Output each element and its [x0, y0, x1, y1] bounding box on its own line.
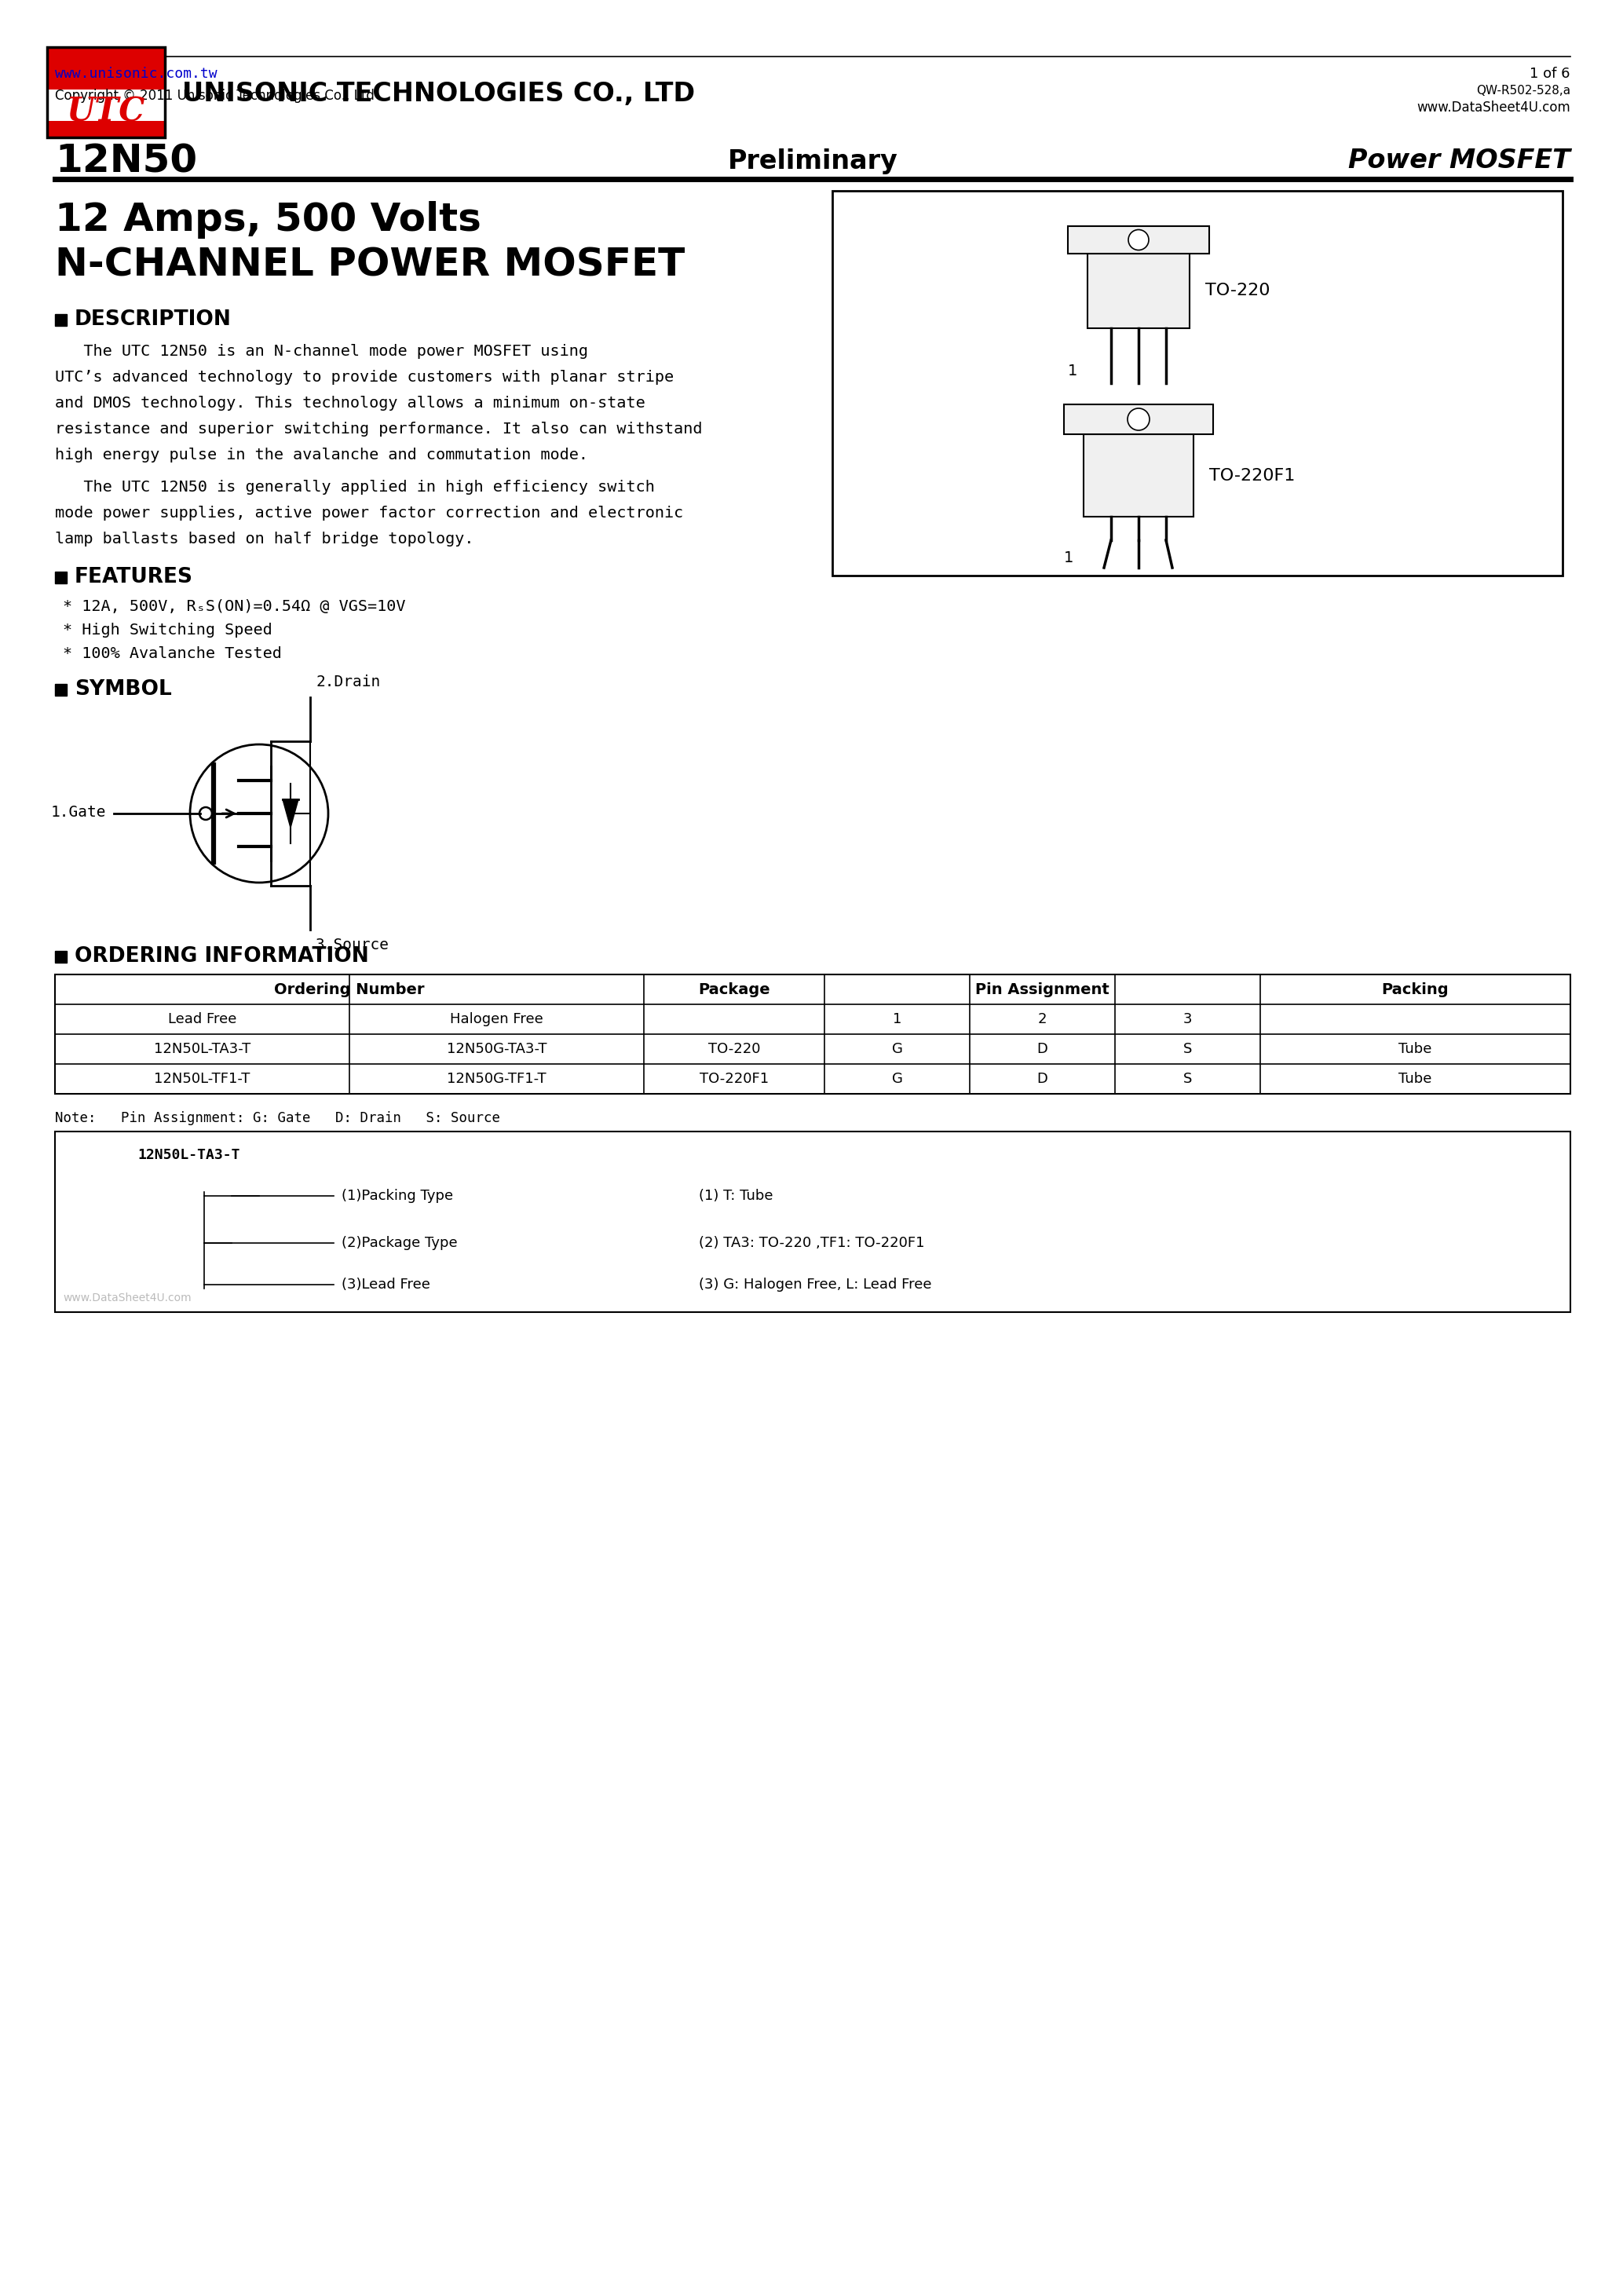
Text: (1)Packing Type: (1)Packing Type [341, 1189, 453, 1203]
Text: TO-220: TO-220 [708, 1042, 760, 1056]
Text: * High Switching Speed: * High Switching Speed [63, 622, 273, 638]
Text: TO-220F1: TO-220F1 [700, 1072, 769, 1086]
Text: TO-220: TO-220 [1206, 282, 1271, 298]
Text: (3)Lead Free: (3)Lead Free [341, 1277, 430, 1293]
Text: UTC: UTC [67, 96, 146, 129]
Text: 12N50: 12N50 [55, 142, 196, 179]
Bar [1065, 404, 1212, 434]
Text: SYMBOL: SYMBOL [75, 680, 172, 700]
Text: (2)Package Type: (2)Package Type [341, 1235, 458, 1249]
Text: 1: 1 [1065, 551, 1074, 565]
Text: FEATURES: FEATURES [75, 567, 193, 588]
Text: (3) G: Halogen Free, L: Lead Free: (3) G: Halogen Free, L: Lead Free [700, 1277, 932, 1293]
Text: Power MOSFET: Power MOSFET [1349, 147, 1571, 174]
Text: 1.Gate: 1.Gate [50, 804, 105, 820]
Text: S: S [1183, 1042, 1191, 1056]
Text: G: G [891, 1072, 902, 1086]
Text: high energy pulse in the avalanche and commutation mode.: high energy pulse in the avalanche and c… [55, 448, 588, 461]
Bar [55, 1132, 1571, 1311]
Text: 1: 1 [1068, 365, 1078, 379]
Text: Tube: Tube [1399, 1042, 1431, 1056]
Text: 1: 1 [893, 1013, 901, 1026]
Text: Preliminary: Preliminary [727, 147, 898, 174]
Text: www.DataSheet4U.com: www.DataSheet4U.com [1417, 101, 1571, 115]
Text: www.DataSheet4U.com: www.DataSheet4U.com [63, 1293, 192, 1304]
Circle shape [1128, 230, 1149, 250]
Text: TO-220F1: TO-220F1 [1209, 468, 1295, 482]
Bar [833, 191, 1563, 576]
Text: 12N50G-TA3-T: 12N50G-TA3-T [446, 1042, 547, 1056]
Text: * 12A, 500V, RₛS(ON)=0.54Ω @ VGS=10V: * 12A, 500V, RₛS(ON)=0.54Ω @ VGS=10V [63, 599, 406, 613]
Bar [55, 315, 67, 326]
Text: mode power supplies, active power factor correction and electronic: mode power supplies, active power factor… [55, 505, 683, 521]
Bar [47, 48, 166, 90]
Bar [1087, 253, 1190, 328]
Text: resistance and superior switching performance. It also can withstand: resistance and superior switching perfor… [55, 422, 703, 436]
Text: 12N50L-TA3-T: 12N50L-TA3-T [154, 1042, 250, 1056]
Bar [47, 48, 166, 138]
Text: Package: Package [698, 983, 771, 996]
Text: Tube: Tube [1399, 1072, 1431, 1086]
Text: 12N50G-TF1-T: 12N50G-TF1-T [446, 1072, 547, 1086]
Text: lamp ballasts based on half bridge topology.: lamp ballasts based on half bridge topol… [55, 533, 474, 546]
Text: DESCRIPTION: DESCRIPTION [75, 310, 232, 331]
Text: D: D [1037, 1042, 1048, 1056]
Text: Lead Free: Lead Free [167, 1013, 237, 1026]
Text: UTC’s advanced technology to provide customers with planar stripe: UTC’s advanced technology to provide cus… [55, 370, 674, 386]
Text: 12N50L-TA3-T: 12N50L-TA3-T [138, 1148, 240, 1162]
Bar [47, 48, 166, 138]
Text: Halogen Free: Halogen Free [450, 1013, 544, 1026]
Circle shape [190, 744, 328, 882]
Text: N-CHANNEL POWER MOSFET: N-CHANNEL POWER MOSFET [55, 246, 685, 285]
Text: 2: 2 [1037, 1013, 1047, 1026]
Text: G: G [891, 1042, 902, 1056]
Bar [55, 572, 67, 583]
Bar [55, 951, 67, 962]
Bar [47, 122, 166, 138]
Polygon shape [282, 799, 299, 827]
Text: D: D [1037, 1072, 1048, 1086]
Text: ORDERING INFORMATION: ORDERING INFORMATION [75, 946, 368, 967]
Text: 3.Source: 3.Source [315, 937, 390, 953]
Bar [55, 684, 67, 696]
Text: (1) T: Tube: (1) T: Tube [700, 1189, 773, 1203]
Text: 2.Drain: 2.Drain [315, 675, 380, 689]
Text: S: S [1183, 1072, 1191, 1086]
Text: Packing: Packing [1381, 983, 1449, 996]
Text: Ordering Number: Ordering Number [274, 983, 425, 996]
Text: Copyright © 2011 Unisonic Technologies Co., Ltd: Copyright © 2011 Unisonic Technologies C… [55, 90, 375, 103]
Text: QW-R502-528,a: QW-R502-528,a [1475, 85, 1571, 96]
Text: (2) TA3: TO-220 ,TF1: TO-220F1: (2) TA3: TO-220 ,TF1: TO-220F1 [700, 1235, 925, 1249]
Text: UNISONIC TECHNOLOGIES CO., LTD: UNISONIC TECHNOLOGIES CO., LTD [182, 80, 695, 108]
Text: 3: 3 [1183, 1013, 1193, 1026]
Circle shape [200, 808, 213, 820]
Text: 1 of 6: 1 of 6 [1530, 67, 1571, 80]
Bar [1084, 434, 1193, 517]
Text: The UTC 12N50 is generally applied in high efficiency switch: The UTC 12N50 is generally applied in hi… [55, 480, 654, 494]
Text: Note:   Pin Assignment: G: Gate   D: Drain   S: Source: Note: Pin Assignment: G: Gate D: Drain S… [55, 1111, 500, 1125]
Circle shape [1128, 409, 1149, 429]
Text: and DMOS technology. This technology allows a minimum on-state: and DMOS technology. This technology all… [55, 395, 646, 411]
Text: The UTC 12N50 is an N-channel mode power MOSFET using: The UTC 12N50 is an N-channel mode power… [55, 344, 588, 358]
Bar [55, 974, 1571, 1093]
Text: 12N50L-TF1-T: 12N50L-TF1-T [154, 1072, 250, 1086]
Text: Pin Assignment: Pin Assignment [975, 983, 1110, 996]
Bar [1068, 225, 1209, 253]
Text: 12 Amps, 500 Volts: 12 Amps, 500 Volts [55, 202, 482, 239]
Text: * 100% Avalanche Tested: * 100% Avalanche Tested [63, 645, 282, 661]
Text: www.unisonic.com.tw: www.unisonic.com.tw [55, 67, 217, 80]
